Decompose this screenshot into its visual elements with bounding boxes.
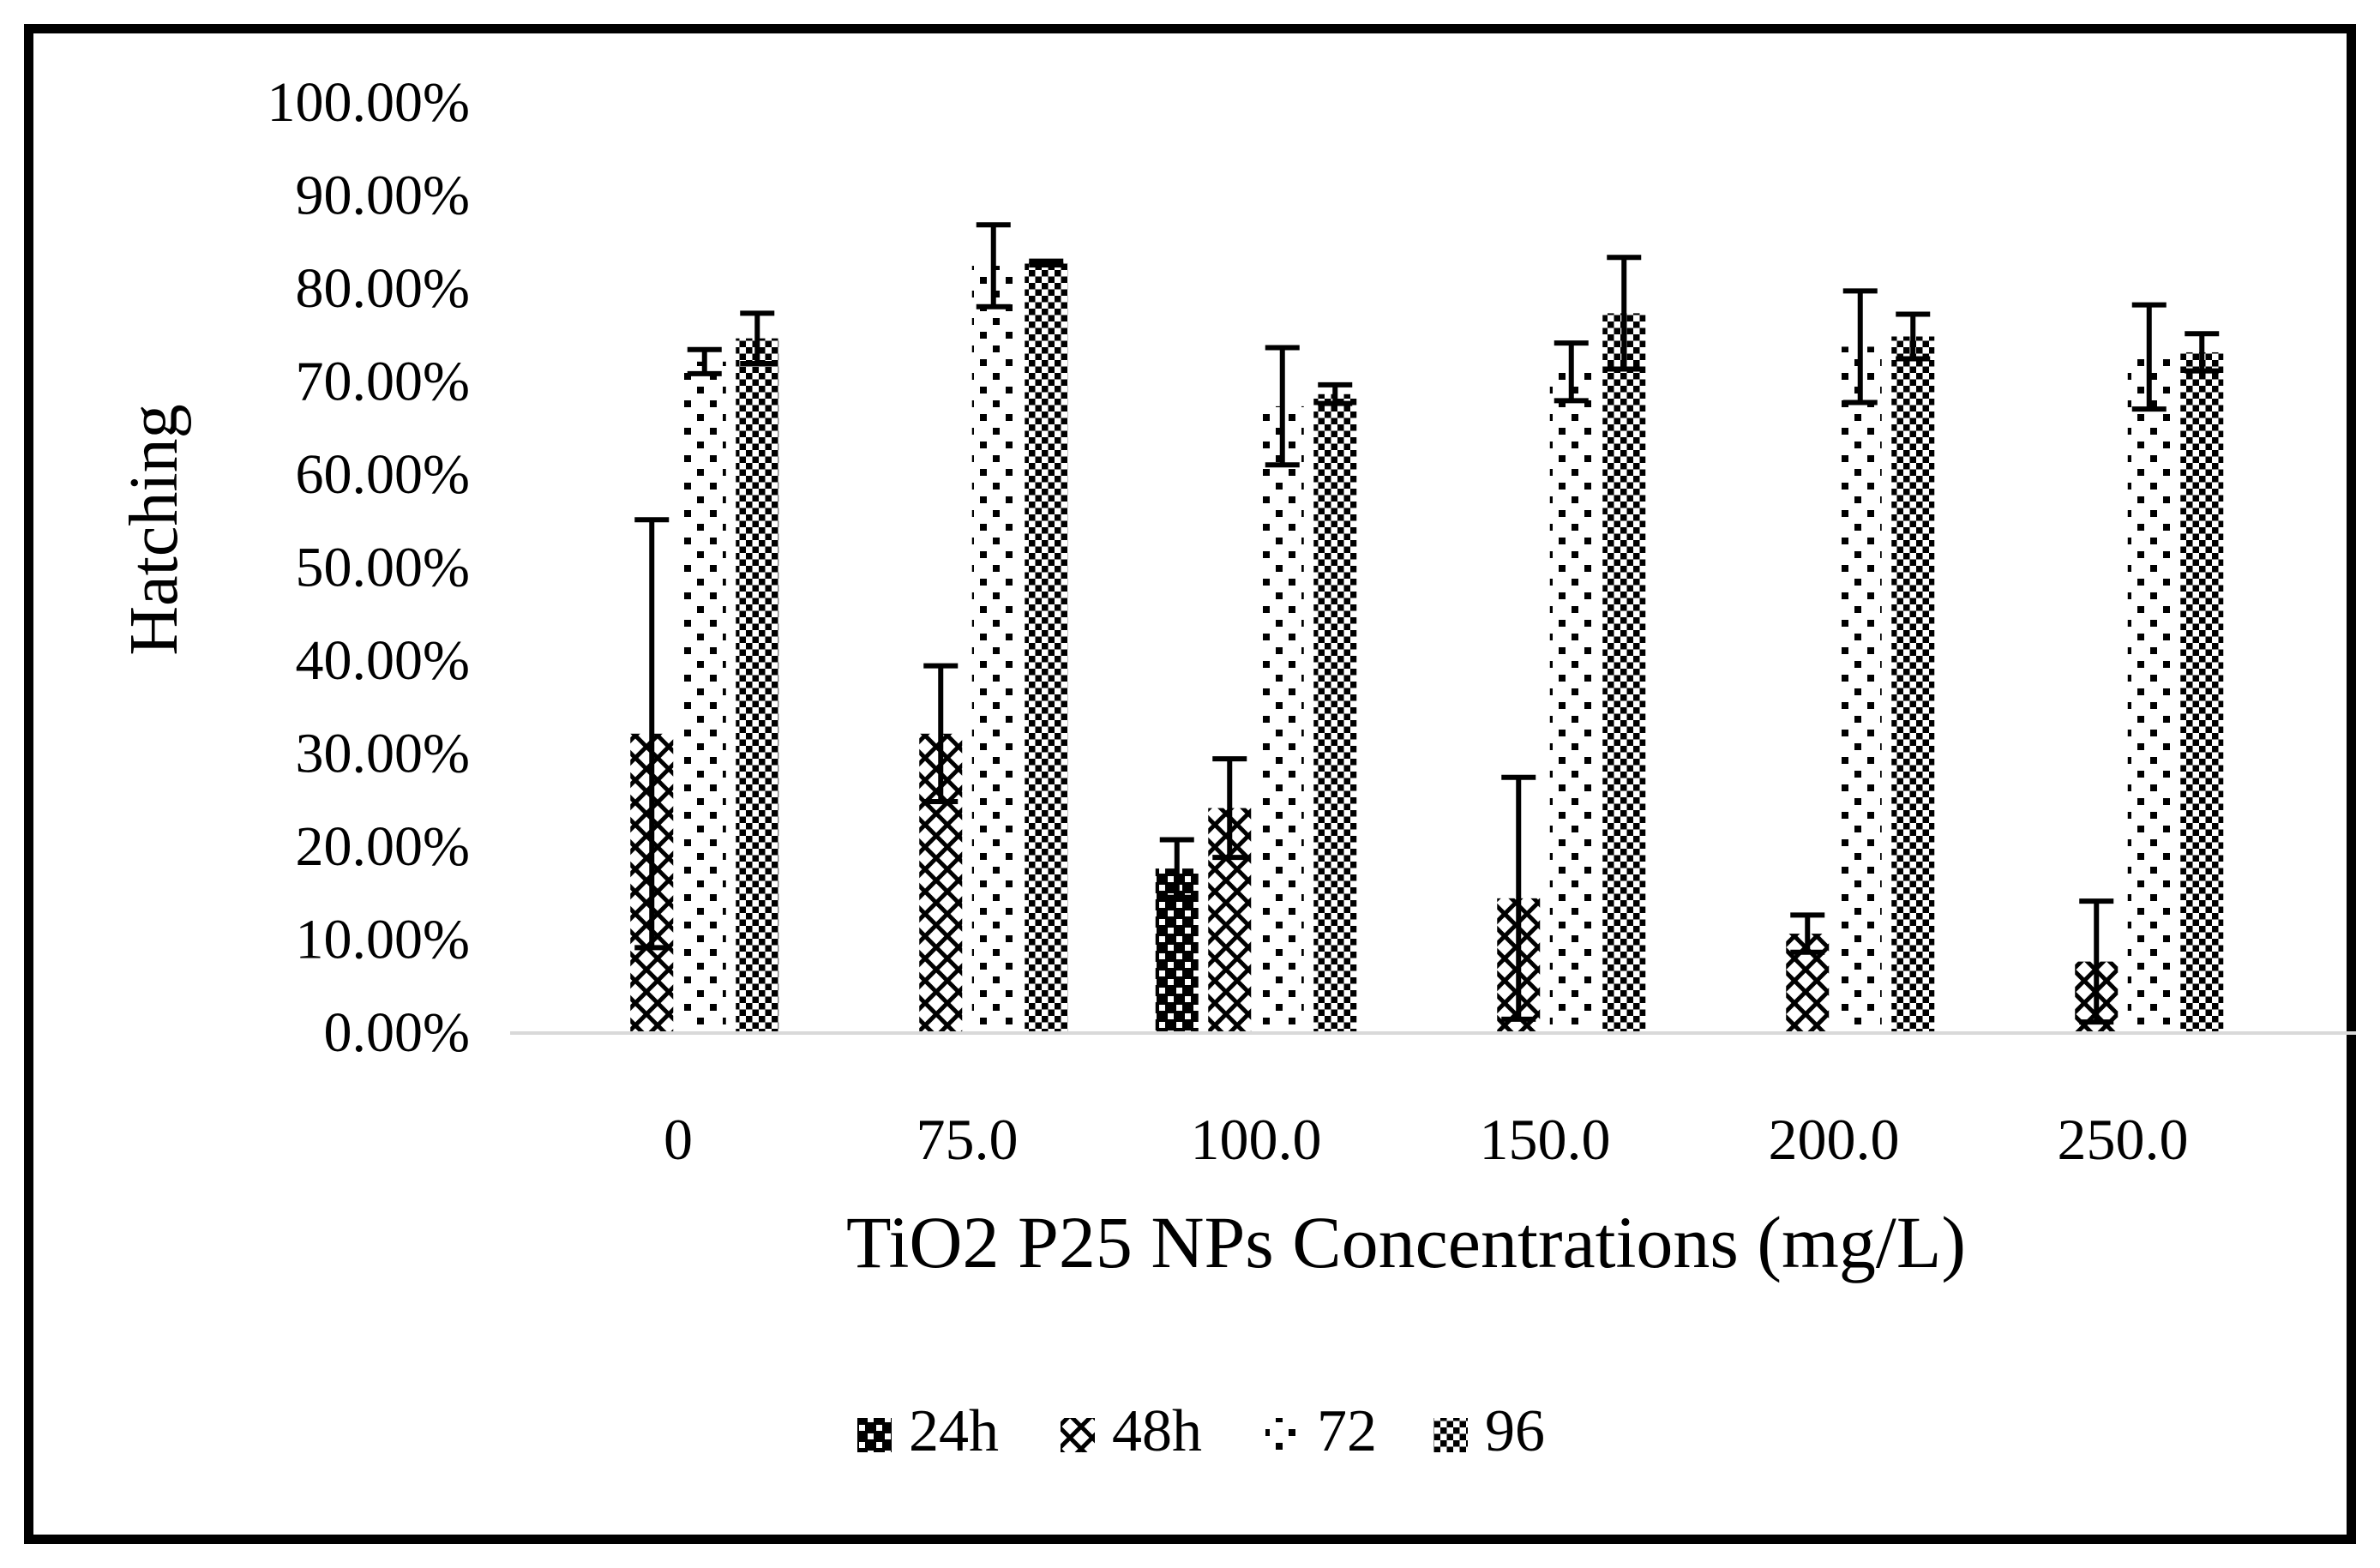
bar-96-250.0 <box>2180 351 2224 1031</box>
x-tick-label: 150.0 <box>1480 1107 1611 1172</box>
y-tick-label: 30.00% <box>296 723 470 785</box>
y-tick-label: 0.00% <box>324 1001 470 1064</box>
legend-swatch-72 <box>1265 1418 1300 1452</box>
bar-72-200.0 <box>1838 346 1882 1031</box>
y-tick-label: 80.00% <box>296 257 470 320</box>
x-axis-title: TiO2 P25 NPs Concentrations (mg/L) <box>846 1201 1966 1283</box>
y-tick-label: 50.00% <box>296 537 470 599</box>
plot-area: 100.00% 90.00% 80.00% 70.00% 60.00% 50.00% 40.… <box>267 71 2356 1464</box>
x-tick-label: 100.0 <box>1191 1107 1322 1172</box>
x-tick-label: 250.0 <box>2058 1107 2189 1172</box>
bar-96-200.0 <box>1891 336 1935 1031</box>
legend-label-48h: 48h <box>1112 1398 1202 1464</box>
y-tick-label: 90.00% <box>296 165 470 227</box>
legend-label-96: 96 <box>1485 1398 1545 1464</box>
y-tick-label: 40.00% <box>296 629 470 692</box>
x-tick-label: 0 <box>664 1107 693 1172</box>
bar-96-75.0 <box>1025 262 1068 1031</box>
legend-label-72: 72 <box>1317 1398 1377 1464</box>
legend-swatch-96 <box>1433 1418 1468 1452</box>
bar-72-250.0 <box>2127 357 2171 1031</box>
y-tick-label: 70.00% <box>296 351 470 413</box>
legend-swatch-48h <box>1061 1418 1095 1452</box>
y-tick-label: 20.00% <box>296 815 470 878</box>
y-axis-title: Hatching <box>117 404 192 655</box>
legend-label-24h: 24h <box>909 1398 999 1464</box>
bar-72-0 <box>682 361 726 1031</box>
y-tick-label: 10.00% <box>296 909 470 971</box>
y-tick-label: 100.00% <box>267 71 470 134</box>
bar-96-0 <box>736 338 779 1031</box>
bar-72-100.0 <box>1260 406 1304 1031</box>
bar-72-75.0 <box>971 266 1015 1031</box>
x-tick-label: 75.0 <box>917 1107 1019 1172</box>
y-tick-label: 60.00% <box>296 443 470 506</box>
bar-72-150.0 <box>1549 371 1593 1031</box>
figure-border <box>24 24 2356 1544</box>
bar-96-100.0 <box>1313 394 1357 1031</box>
x-tick-label: 200.0 <box>1769 1107 1900 1172</box>
legend-swatch-24h <box>857 1418 892 1452</box>
bar-96-150.0 <box>1602 313 1646 1031</box>
